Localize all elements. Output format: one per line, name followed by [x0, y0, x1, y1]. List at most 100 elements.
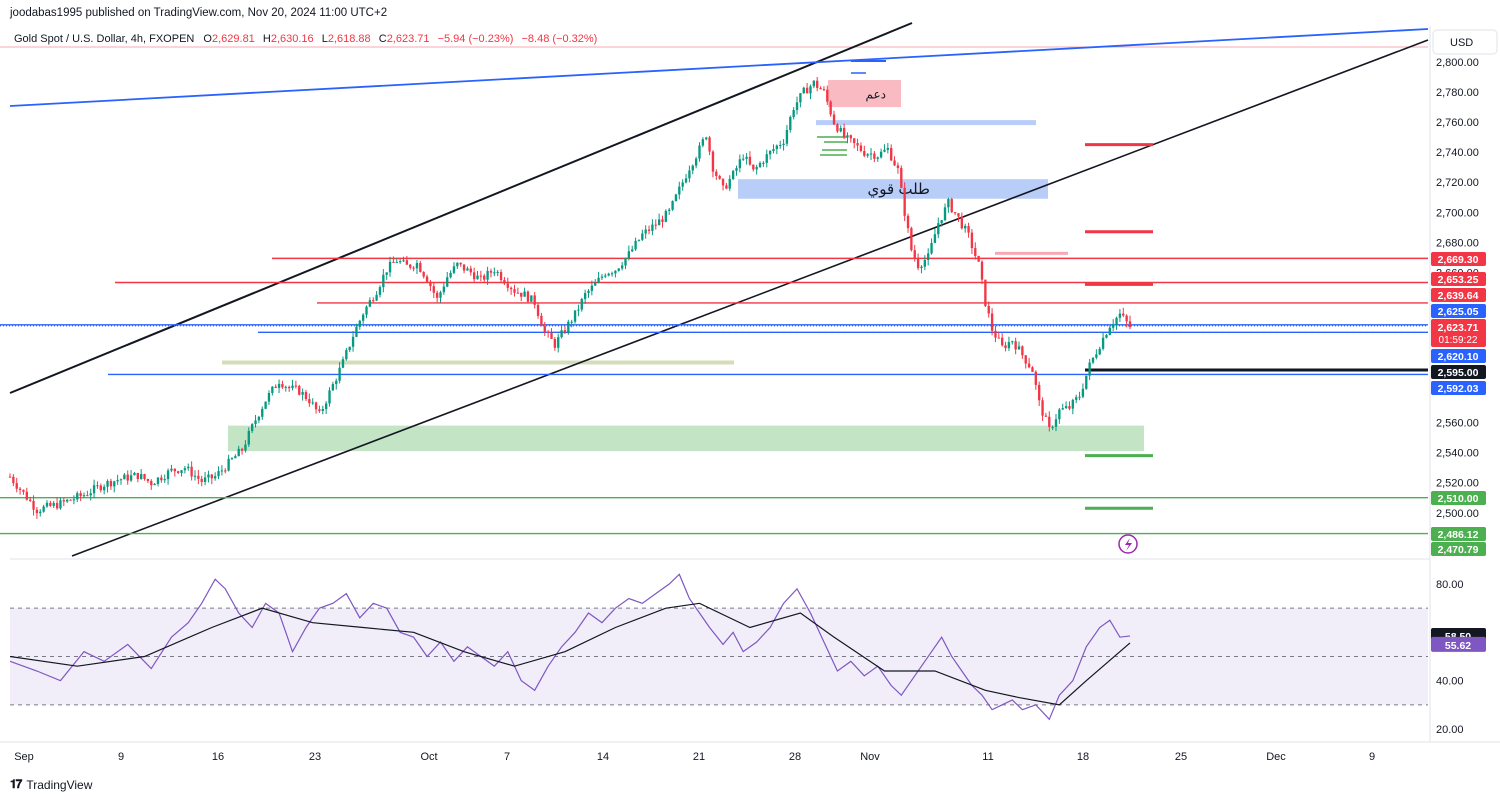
candle-body: [728, 178, 731, 189]
footer: 𝟏𝟕 TradingView: [10, 777, 92, 792]
candle-body: [614, 270, 617, 274]
candle-body: [409, 264, 412, 268]
candle-body: [1078, 396, 1081, 398]
close-value: 2,623.71: [386, 33, 430, 45]
change-value: −5.94 (−0.23%): [437, 33, 514, 45]
candle-body: [923, 260, 927, 267]
candle-body: [957, 213, 960, 217]
candle-body: [583, 293, 587, 300]
candle-body: [893, 160, 896, 166]
candle-body: [96, 485, 99, 487]
candle-body: [442, 286, 446, 293]
candle-body: [984, 279, 987, 306]
candle-body: [772, 149, 775, 151]
candle-body: [1122, 313, 1125, 316]
candle-body: [395, 262, 398, 264]
candle-body: [338, 367, 341, 381]
candle-body: [647, 229, 651, 231]
candle-body: [950, 199, 953, 213]
candle-body: [1004, 345, 1007, 349]
candle-body: [701, 139, 705, 146]
candle-body: [355, 326, 358, 337]
candle-body: [82, 495, 86, 497]
candle-body: [738, 159, 742, 169]
last-price-tag: 2,623.71: [1438, 322, 1479, 334]
candle-body: [594, 282, 597, 286]
candle-body: [927, 253, 930, 261]
candle-body: [187, 466, 190, 469]
candle-body: [143, 474, 146, 479]
candle-body: [62, 500, 65, 502]
candle-body: [264, 401, 267, 409]
time-tick-label: 14: [597, 751, 609, 763]
candle-body: [876, 157, 879, 159]
open-value: 2,629.81: [211, 33, 255, 45]
candle-body: [711, 151, 715, 172]
candle-body: [489, 270, 493, 273]
candle-body: [634, 240, 637, 250]
time-axis[interactable]: Sep 9 16 23 Oct 7 14 21 28 Nov 11 18 25 Dec 9: [14, 751, 1375, 763]
candle-body: [1038, 384, 1041, 401]
candle-body: [1085, 375, 1088, 389]
publisher-credit: joodabas1995 published on TradingView.co…: [10, 7, 388, 19]
candle-body: [42, 506, 45, 512]
candle-body: [59, 500, 62, 509]
level-tag-bg: [1431, 304, 1486, 318]
candle-body: [493, 272, 496, 274]
candle-body: [12, 476, 15, 484]
symbol-name[interactable]: Gold Spot / U.S. Dollar, 4h, FXOPEN: [14, 33, 195, 45]
candle-body: [476, 275, 479, 280]
candle-body: [684, 178, 688, 183]
candle-body: [217, 471, 220, 477]
change-value-2: −8.48 (−0.32%): [521, 33, 598, 45]
candle-body: [590, 285, 594, 291]
candle-body: [765, 154, 768, 163]
last-price-tag-bg: [1431, 319, 1486, 347]
candle-body: [557, 337, 560, 348]
candle-body: [25, 491, 28, 500]
candle-body: [644, 229, 647, 234]
candle-body: [277, 383, 281, 388]
candle-body: [160, 477, 163, 481]
candle-body: [1001, 337, 1004, 346]
rsi-ma-tag: 55.62: [1445, 640, 1471, 652]
candle-body: [1011, 341, 1014, 343]
candle-body: [375, 294, 378, 301]
time-tick-label: Dec: [1266, 751, 1286, 763]
candle-body: [335, 380, 338, 385]
rsi-tick-label: 20.00: [1436, 724, 1464, 736]
candle-body: [671, 200, 674, 210]
candle-body: [1088, 362, 1091, 376]
zone-strip: [816, 120, 1036, 126]
candle-body: [106, 480, 109, 487]
candle-body: [513, 289, 516, 293]
candle-body: [129, 475, 133, 481]
candle-body: [974, 248, 977, 256]
level-tag: 2,470.79: [1438, 544, 1479, 556]
candle-body: [768, 150, 772, 155]
candle-body: [49, 502, 52, 506]
candle-body: [573, 310, 577, 322]
candle-body: [530, 295, 533, 302]
zones-layer: دعم طلب قوي: [0, 46, 1428, 452]
zone-label: دعم: [866, 88, 887, 102]
ohlc-legend: Gold Spot / U.S. Dollar, 4h, FXOPEN O2,6…: [14, 33, 602, 45]
candle-body: [587, 290, 590, 294]
candle-body: [1075, 397, 1078, 400]
candle-body: [859, 145, 863, 151]
candle-body: [446, 277, 449, 287]
candle-body: [267, 393, 271, 402]
candle-body: [624, 257, 627, 266]
candle-body: [472, 272, 476, 280]
candle-body: [610, 273, 614, 275]
candle-body: [153, 483, 156, 486]
candle-body: [990, 313, 994, 331]
candle-body: [197, 475, 200, 479]
price-axis[interactable]: 2,800.00 2,780.00 2,760.00 2,740.00 2,720.00…: [1118, 57, 1486, 556]
currency-box: [1432, 29, 1498, 55]
price-tick-label: 2,540.00: [1436, 448, 1479, 460]
candle-body: [449, 272, 452, 278]
candle-body: [846, 135, 849, 138]
high-value: 2,630.16: [270, 33, 314, 45]
